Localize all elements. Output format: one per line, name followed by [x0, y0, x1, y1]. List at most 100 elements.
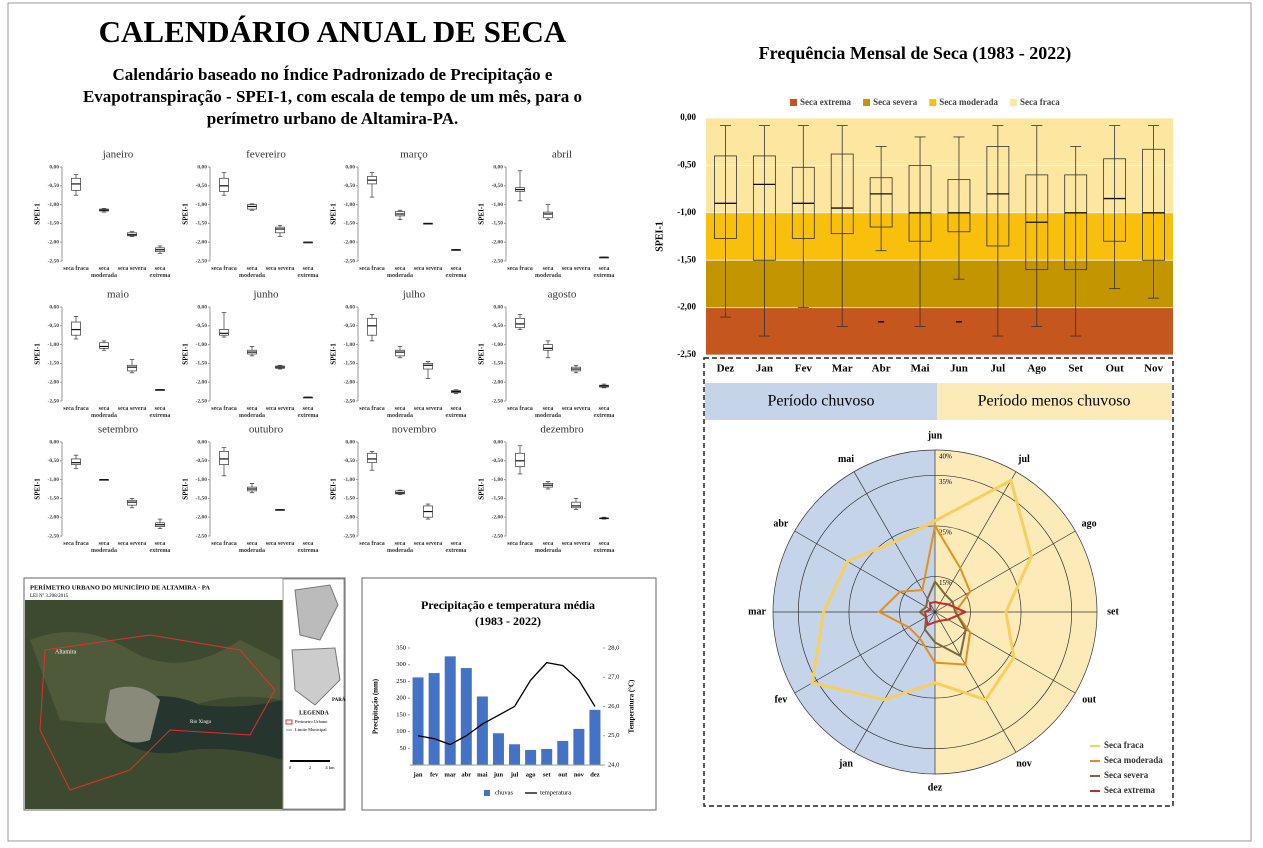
radar-line [877, 523, 972, 666]
axis-label: fev [774, 694, 787, 705]
axis-label: mar [748, 606, 766, 617]
map-legend-item: Perímetro Urbano [295, 719, 328, 724]
x-tick-label: seca moderada [387, 541, 413, 554]
x-tick-label: ago [526, 771, 536, 778]
x-tick-label: seca extrema [297, 541, 319, 554]
y-axis-label: SPEI-1 [34, 478, 42, 500]
panel-title: dezembro [540, 424, 584, 436]
bar [476, 696, 488, 765]
x-tick-label: seca fraca [359, 266, 385, 272]
y-tick-label: -2,50 [196, 398, 208, 404]
y-tick-label: -2,50 [344, 258, 356, 264]
panel-title: julho [402, 289, 426, 301]
box [515, 317, 525, 329]
box [986, 146, 1010, 247]
x-tick-label: seca fraca [63, 541, 89, 547]
inset-municipality [294, 584, 339, 641]
y-axis-label: SPEI-1 [182, 343, 190, 365]
y-tick-label: 0,00 [680, 112, 696, 122]
y-tick-label: -2,00 [48, 239, 60, 245]
x-tick-label: seca severa [117, 541, 147, 547]
x-tick-label: seca extrema [297, 266, 319, 279]
x-tick-label: Jun [950, 363, 968, 375]
y-tick-label: 0,00 [49, 304, 59, 310]
y-tick-label: -1,00 [492, 342, 504, 348]
x-tick-label: seca severa [265, 266, 295, 272]
box [543, 211, 553, 219]
y-tick-label: -1,50 [677, 254, 696, 264]
y-tick-label: -1,50 [196, 221, 208, 227]
y-tick-label: -2,00 [677, 302, 696, 312]
spoke [934, 611, 1017, 753]
chart-title: Precipitação e temperatura média [421, 598, 595, 612]
x-tick-label: seca severa [561, 406, 591, 412]
y-tick-label: -0,50 [344, 323, 356, 329]
y-tick-label: -2,50 [677, 349, 696, 359]
y-tick-label: -1,50 [492, 361, 504, 367]
box [908, 164, 932, 242]
panel-title: maio [107, 289, 129, 301]
x-tick-label: Jul [991, 363, 1006, 375]
y-tick-label: -0,50 [48, 458, 60, 464]
x-tick-label: seca fraca [63, 406, 89, 412]
y-tick-label: -1,00 [677, 207, 696, 217]
y-tick-label: -1,00 [344, 342, 356, 348]
y-tick-label: -0,50 [48, 183, 60, 189]
y-tick-label: -1,00 [344, 202, 356, 208]
y-tick-label: -0,50 [492, 183, 504, 189]
x-tick-label: abr [461, 771, 471, 778]
legend-label: Seca extrema [1104, 785, 1156, 795]
y-axis-label: SPEI-1 [478, 203, 486, 225]
box [752, 155, 776, 261]
legend-label: Seca extrema [800, 97, 852, 107]
y-axis-label: SPEI-1 [330, 203, 338, 225]
y2-tick-label: 28,0 [608, 644, 619, 651]
y-tick-label: -2,00 [492, 239, 504, 245]
panel-title: março [400, 149, 428, 161]
x-tick-label: seca extrema [593, 266, 615, 279]
x-tick-label: seca severa [265, 406, 295, 412]
x-tick-label: seca extrema [445, 541, 467, 554]
y-tick-label: -1,00 [196, 342, 208, 348]
map-label: Rio Xingu [190, 720, 211, 725]
y-axis-label: SPEI-1 [34, 203, 42, 225]
y-tick-label: -2,00 [344, 514, 356, 520]
x-tick-label: mar [444, 771, 456, 778]
x-tick-label: Mai [911, 363, 930, 375]
legend-perimeter-key [285, 719, 293, 725]
y-tick-label: -1,50 [344, 361, 356, 367]
panel-title: agosto [548, 289, 577, 301]
period-label: Período menos chuvoso [978, 393, 1131, 410]
box [1142, 148, 1165, 261]
y-tick-label: -2,00 [344, 239, 356, 245]
y-axis-label: SPEI-1 [182, 478, 190, 500]
axis-label: jun [927, 430, 943, 441]
x-tick-label: seca extrema [149, 406, 171, 419]
x-tick-label: seca moderada [535, 406, 561, 419]
y-tick-label: -2,50 [196, 258, 208, 264]
x-tick-label: out [558, 771, 568, 778]
subtitle: Calendário baseado no Índice Padronizado… [82, 65, 583, 128]
y2-tick-label: 27,0 [608, 674, 619, 681]
spoke [794, 611, 936, 694]
x-tick-label: seca extrema [593, 541, 615, 554]
y-tick-label: 0,00 [197, 304, 207, 310]
box [395, 349, 405, 357]
axis-label: out [1082, 694, 1097, 705]
radar-line [918, 579, 967, 658]
legend-label: temperatura [540, 789, 571, 796]
x-tick-label: seca severa [117, 406, 147, 412]
legend-swatch [484, 790, 490, 796]
x-tick-label: seca fraca [211, 406, 237, 412]
legend-swatch [863, 99, 871, 106]
precip-frame [361, 577, 657, 811]
y-tick-label: -0,50 [196, 458, 208, 464]
legend-label: Seca fraca [1020, 97, 1060, 107]
bar [460, 668, 472, 765]
river [120, 696, 283, 760]
y-tick-label: -0,50 [344, 458, 356, 464]
y-axis-label: SPEI-1 [34, 343, 42, 365]
r-tick-label: 35% [939, 478, 952, 486]
y-tick-label: 0,00 [345, 304, 355, 310]
